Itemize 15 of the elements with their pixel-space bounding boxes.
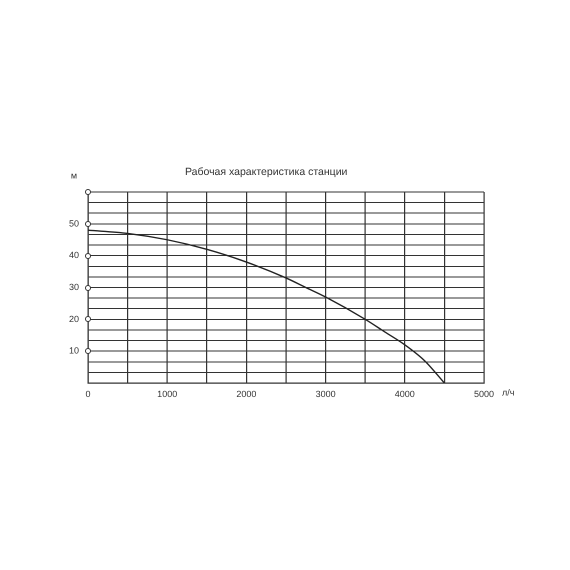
y-tick-label: 40: [68, 250, 79, 260]
y-axis-title: м: [70, 170, 78, 180]
x-tick-label: 5000: [474, 388, 494, 399]
chart-title: Рабочая характеристика станции: [184, 166, 348, 178]
x-tick-label: 3000: [316, 388, 336, 399]
x-tick-label: 4000: [394, 388, 415, 399]
x-tick-label: 2000: [236, 388, 256, 399]
y-tick-label: 20: [68, 314, 79, 324]
y-tick-label: 10: [68, 346, 79, 356]
line-series: [88, 230, 446, 383]
y-tick-label: 30: [68, 282, 79, 292]
y-tick-label: 50: [68, 218, 79, 228]
x-axis-title: л/ч: [502, 387, 515, 398]
x-tick-label: 0: [85, 388, 91, 399]
x-tick-label: 1000: [157, 388, 178, 399]
